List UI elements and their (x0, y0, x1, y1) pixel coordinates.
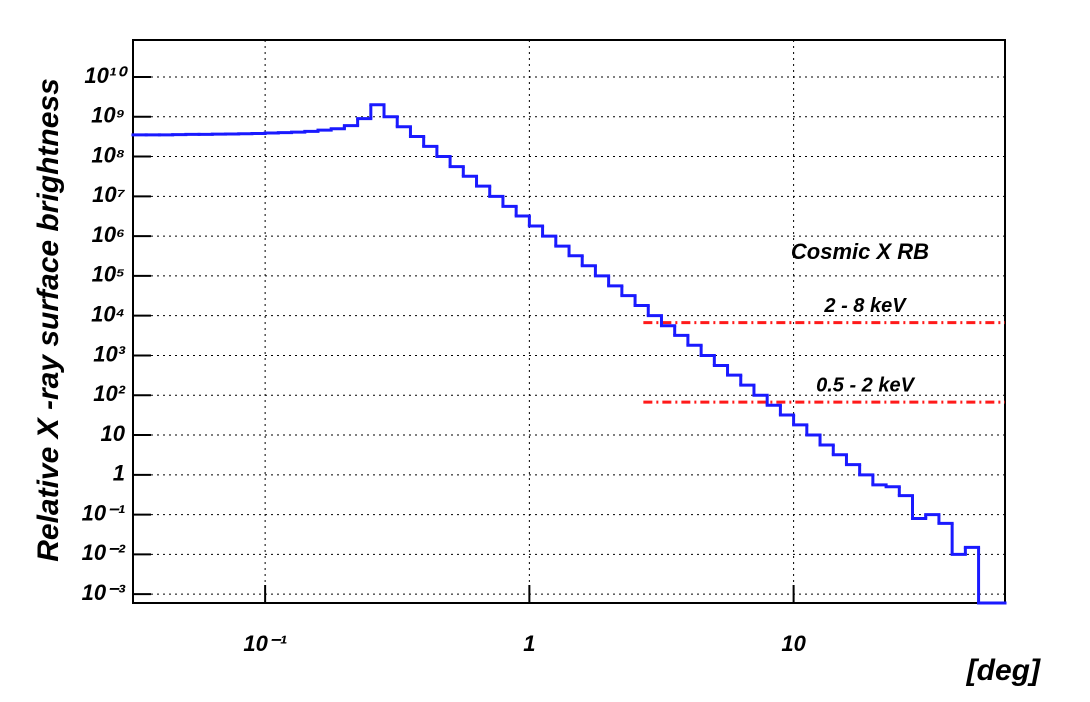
reference-label: 0.5 - 2 keV (816, 374, 916, 396)
y-axis-title: Relative X -ray surface brightness (32, 78, 65, 562)
y-tick-label: 10⁶ (92, 222, 125, 247)
y-tick-label: 10² (93, 381, 125, 406)
y-tick-label: 1 (113, 461, 125, 486)
x-axis-title: [deg] (966, 654, 1041, 687)
y-tick-label: 10⁵ (92, 262, 125, 287)
y-tick-label: 10⁴ (91, 301, 125, 326)
x-tick-label: 1 (523, 631, 535, 656)
y-tick-label: 10³ (93, 341, 125, 366)
reference-label: 2 - 8 keV (823, 295, 907, 317)
x-tick-label: 10⁻¹ (243, 631, 287, 656)
y-tick-label: 10 (101, 421, 126, 446)
y-tick-label: 10⁸ (91, 142, 125, 167)
y-tick-label: 10⁹ (91, 103, 125, 128)
y-tick-label: 10⁻³ (82, 580, 126, 605)
annotation: Cosmic X RB (791, 239, 929, 264)
x-tick-label: 10 (781, 631, 806, 656)
y-tick-label: 10⁻¹ (82, 500, 126, 525)
y-tick-label: 10⁷ (92, 182, 125, 207)
y-tick-label: 10¹⁰ (84, 63, 128, 88)
y-tick-label: 10⁻² (82, 540, 126, 565)
